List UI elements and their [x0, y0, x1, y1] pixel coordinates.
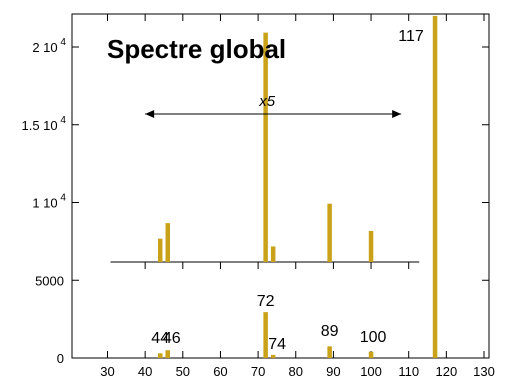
bar-89	[327, 346, 332, 358]
bar-label-100: 100	[360, 329, 387, 346]
inset-scale-label: x5	[258, 93, 276, 110]
y-axis-ticks: 0 5000 1 10 4 1.5 10 4 2 10 4	[22, 37, 489, 366]
inset-bar-46	[165, 223, 170, 262]
y-tick-label: 0	[57, 351, 64, 366]
bar-72	[263, 312, 268, 358]
x-tick-label: 110	[398, 364, 419, 379]
inset-bar-89	[327, 203, 332, 262]
x-tick-label: 90	[326, 364, 340, 379]
bar-label-46: 46	[163, 330, 181, 347]
y-tick-label: 1.5 10 4	[22, 115, 67, 133]
bar-series	[157, 15, 438, 359]
plot-border	[71, 13, 490, 359]
bar-label-44: 44	[151, 330, 169, 347]
x-tick-label: 60	[213, 364, 227, 379]
bar-label-89: 89	[321, 323, 339, 340]
chart-title: Spectre global	[107, 34, 286, 64]
bar-44	[157, 353, 163, 358]
x-tick-label: 50	[176, 364, 190, 379]
x-tick-label: 40	[138, 364, 152, 379]
y-tick-label: 2 10 4	[32, 37, 66, 55]
bar-label-74: 74	[268, 336, 286, 353]
zoom-inset: x5	[110, 32, 420, 269]
inset-bar-72	[263, 32, 268, 263]
y-tick-exponent: 4	[58, 115, 67, 126]
x-tick-label: 120	[435, 364, 457, 379]
inset-bar-44	[157, 238, 163, 262]
y-tick-label: 5000	[35, 273, 64, 288]
arrowhead-right-icon	[392, 110, 402, 118]
bar-label-117: 117	[398, 28, 424, 45]
x-tick-label: 80	[289, 364, 303, 379]
bar-74	[270, 354, 276, 358]
bar-46	[165, 350, 170, 358]
bar-117	[432, 15, 438, 359]
x-tick-label: 130	[473, 364, 495, 379]
arrowhead-left-icon	[145, 110, 155, 118]
x-tick-label: 100	[360, 364, 382, 379]
plot-frame	[71, 13, 490, 359]
x-tick-label: 30	[100, 364, 114, 379]
inset-bar-74	[270, 246, 276, 262]
x-tick-label: 70	[251, 364, 265, 379]
inset-bar-100	[368, 230, 374, 262]
y-tick-exponent: 4	[58, 37, 67, 48]
x-axis-ticks: 30 40 50 60 70 80 90 100 110 120 130	[100, 14, 495, 379]
bar-label-72: 72	[257, 293, 275, 310]
bar-100	[368, 351, 374, 358]
y-tick-label: 1 10 4	[32, 193, 66, 211]
y-tick-exponent: 4	[58, 193, 67, 204]
